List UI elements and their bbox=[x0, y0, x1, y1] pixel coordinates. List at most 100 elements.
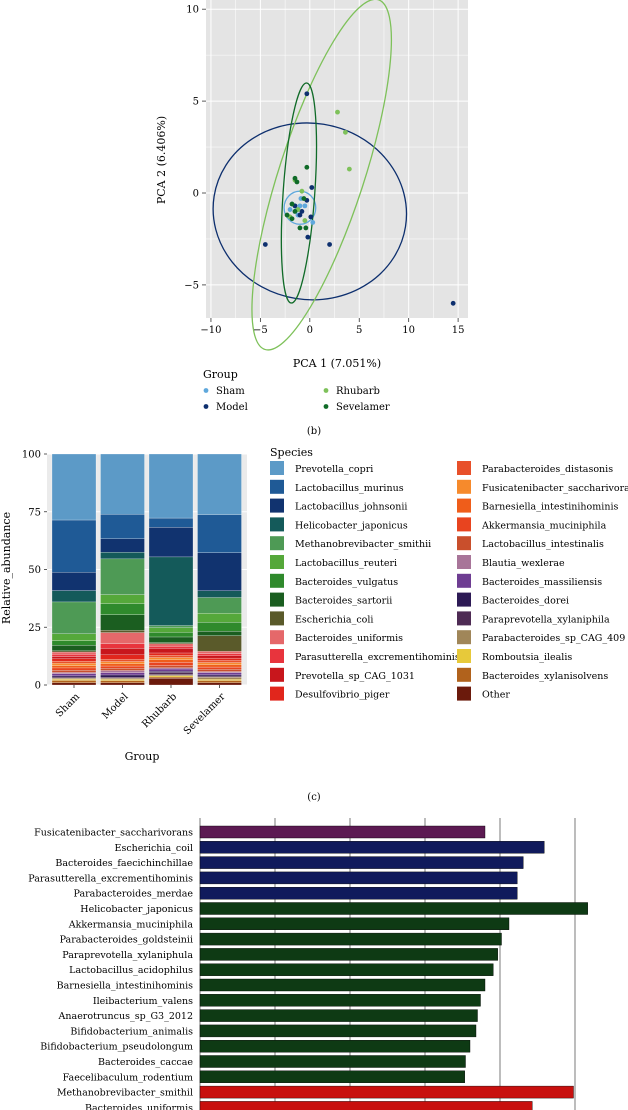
species-legend-swatch bbox=[270, 630, 284, 645]
stacked-bar-segment bbox=[100, 670, 145, 673]
stacked-bar-segment bbox=[100, 552, 145, 560]
pca-ellipses bbox=[212, 0, 408, 351]
lda-label: Fusicatenibacter_saccharivorans bbox=[34, 828, 193, 839]
stacked-bar-segment bbox=[197, 651, 242, 654]
stacked-bar-y-tick-label: 100 bbox=[22, 450, 41, 461]
stacked-bar-segment bbox=[197, 631, 242, 636]
stacked-bar-segment bbox=[197, 653, 242, 656]
pca-x-tick-label: 0 bbox=[307, 325, 313, 336]
species-legend-label: Romboutsia_ilealis bbox=[482, 652, 572, 663]
species-legend-swatch bbox=[457, 573, 471, 588]
pca-point-sevelamer bbox=[289, 216, 295, 222]
stacked-bar-y-tick-label: 50 bbox=[28, 565, 41, 576]
stacked-bar-y-axis-label: Relative_abundance bbox=[0, 512, 13, 624]
lda-label: Parabacteroides_merdae bbox=[73, 889, 193, 900]
stacked-bar-segment bbox=[51, 654, 97, 657]
lda-bar bbox=[199, 1085, 574, 1099]
lda-label: Bacteroides_faecichinchillae bbox=[55, 858, 193, 869]
species-legend-label: Parabacteroides_distasonis bbox=[482, 464, 613, 475]
pca-point-rhubarb bbox=[335, 109, 340, 115]
species-legend-label: Prevotella_copri bbox=[295, 464, 373, 475]
stacked-bar-x-tick-label: Sevelamer bbox=[182, 691, 228, 737]
pca-x-axis-label: PCA 1 (7.051%) bbox=[293, 357, 381, 370]
species-legend-label: Barnesiella_intestinihominis bbox=[482, 502, 618, 513]
stacked-bar-segment bbox=[51, 656, 97, 659]
pca-point-sevelamer bbox=[301, 196, 307, 201]
species-legend-swatch bbox=[457, 592, 471, 607]
stacked-bar-segment bbox=[197, 597, 242, 614]
species-legend-label: Fusicatenibacter_saccharivorans bbox=[482, 483, 628, 494]
stacked-bar-y-tick-label: 75 bbox=[28, 507, 41, 518]
lda-bars bbox=[199, 825, 588, 1110]
pca-point-model bbox=[327, 242, 332, 247]
species-legend-label: Akkermansia_muciniphila bbox=[481, 520, 607, 531]
species-legend-label: Lactobacillus_intestinalis bbox=[482, 539, 604, 550]
stacked-bar-segment bbox=[51, 453, 97, 521]
stacked-bar-segment bbox=[197, 679, 242, 681]
lda-bar bbox=[199, 871, 518, 885]
lda-bar bbox=[199, 932, 502, 946]
stacked-bar-segment bbox=[148, 678, 194, 686]
stacked-bar-segment bbox=[148, 657, 194, 660]
stacked-bar-segment bbox=[197, 655, 242, 659]
species-legend-label: Desulfovibrio_piger bbox=[295, 690, 390, 701]
pca-legend: Sham Model Rhubarb Sevelamer bbox=[203, 386, 390, 413]
stacked-bar-segment bbox=[51, 660, 97, 664]
stacked-bar-segment bbox=[51, 678, 97, 680]
stacked-bar-segment bbox=[51, 679, 97, 681]
pca-point-model bbox=[450, 300, 456, 306]
species-legend-swatch bbox=[457, 479, 471, 494]
species-legend-swatch bbox=[457, 517, 471, 532]
pca-point-model bbox=[309, 185, 315, 190]
pca-gridlines bbox=[206, 0, 468, 318]
stacked-bar-segment bbox=[51, 665, 97, 669]
lda-label: Methanobrevibacter_smithil bbox=[57, 1088, 193, 1099]
stacked-bar-segment bbox=[148, 662, 194, 666]
pca-legend-marker-model bbox=[203, 404, 209, 409]
stacked-bar-segment bbox=[100, 680, 145, 683]
species-legend-label: Lactobacillus_reuteri bbox=[295, 558, 397, 569]
lda-label: Barnesiella_intestinihominis bbox=[57, 981, 193, 992]
pca-x-tick-label: 10 bbox=[402, 325, 415, 336]
stacked-bar-segment bbox=[100, 654, 145, 660]
stacked-bar-segment bbox=[100, 674, 145, 678]
lda-bar bbox=[199, 841, 545, 854]
pca-y-tick-label: −5 bbox=[184, 280, 199, 291]
stacked-bar-segment bbox=[148, 636, 194, 643]
pca-point-sevelamer bbox=[289, 201, 295, 207]
stacked-bar-segment bbox=[197, 675, 242, 678]
stacked-bar-segment bbox=[148, 652, 194, 656]
pca-plot-background bbox=[206, 0, 468, 318]
pca-ellipse-rhubarb bbox=[251, 0, 393, 351]
pca-point-model bbox=[297, 212, 303, 218]
stacked-bar-segment bbox=[51, 640, 97, 646]
stacked-bar-segment bbox=[197, 590, 242, 598]
stacked-bar-segment bbox=[100, 678, 145, 680]
species-legend-title: Species bbox=[270, 446, 313, 459]
lda-bar bbox=[199, 902, 588, 915]
lda-label: Escherichia_coil bbox=[115, 843, 193, 854]
pca-axes: −10 −5 0 5 10 15 −5 0 5 10 bbox=[184, 5, 464, 336]
stacked-bar-segment bbox=[51, 645, 97, 651]
stacked-bar-segment bbox=[148, 643, 194, 647]
pca-point-model bbox=[308, 214, 314, 220]
species-legend-label: Parabacteroides_sp_CAG_409 bbox=[482, 633, 625, 644]
pca-point-sham bbox=[287, 207, 293, 212]
stacked-bar-x-tick-label: Sham bbox=[54, 691, 82, 719]
pca-ellipse-sevelamer bbox=[280, 82, 318, 304]
lda-label: Bacteroides_uniformis bbox=[85, 1103, 193, 1110]
stacked-bar-segment bbox=[100, 538, 145, 553]
pca-x-tick-label: −5 bbox=[253, 325, 268, 336]
stacked-bar-segment bbox=[100, 677, 145, 679]
species-legend-label: Bacteroides_massiliensis bbox=[482, 577, 602, 588]
stacked-bar-segment bbox=[148, 668, 194, 672]
stacked-bar-segment bbox=[51, 663, 97, 666]
lda-bar bbox=[199, 1024, 477, 1038]
stacked-bar-segment bbox=[51, 675, 97, 678]
stacked-bar-segment bbox=[51, 682, 97, 686]
species-legend-label: Bacteroides_xylanisolvens bbox=[482, 671, 608, 682]
stacked-bar-segment bbox=[51, 519, 97, 573]
pca-y-tick-label: 10 bbox=[186, 5, 199, 16]
lda-bar bbox=[199, 978, 486, 992]
